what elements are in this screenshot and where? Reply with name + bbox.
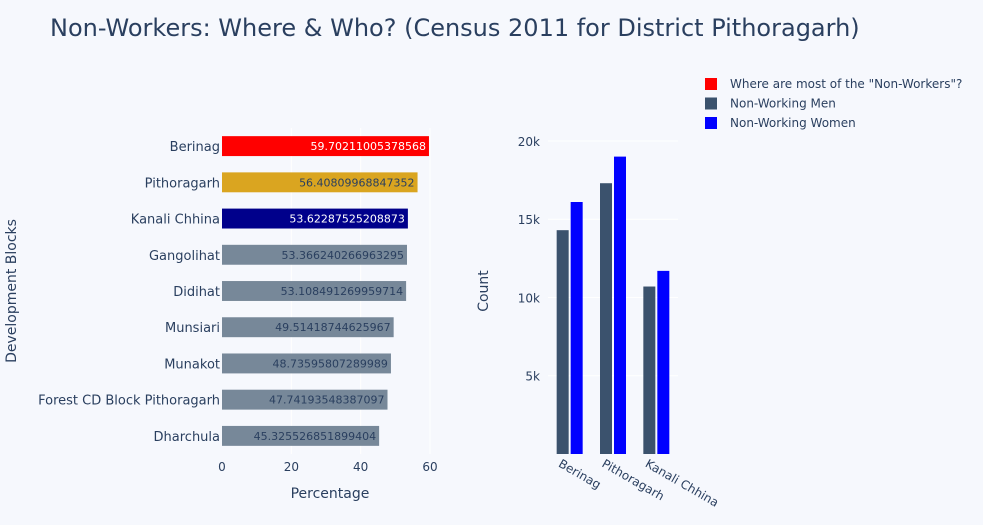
- right-y-axis-title: Count: [476, 270, 492, 312]
- legend-item[interactable]: Non-Working Women: [705, 116, 856, 130]
- category-label: Didihat: [173, 285, 220, 300]
- legend[interactable]: Where are most of the "Non-Workers"? Non-…: [705, 77, 962, 130]
- category-label: Berinag: [170, 140, 220, 155]
- x-category-label: Berinag: [556, 456, 603, 491]
- bar-value-label: 56.40809968847352: [299, 176, 414, 189]
- bar-pithoragarh[interactable]: [222, 172, 418, 193]
- bar-forest-cd-block-pithoragarh[interactable]: [222, 389, 388, 410]
- y-tick-label: 15k: [518, 213, 540, 227]
- men-bar-berinag[interactable]: [556, 230, 569, 454]
- bar-didihat[interactable]: [222, 281, 407, 301]
- bar-value-label: 49.51418744625967: [275, 321, 390, 334]
- bar-gangolihat[interactable]: [222, 244, 408, 265]
- bar-munakot[interactable]: [222, 353, 391, 374]
- category-label: Kanali Chhina: [131, 213, 220, 228]
- bar-value-label: 53.366240266963295: [282, 249, 404, 262]
- legend-label: Non-Working Women: [730, 116, 856, 130]
- category-label: Dharchula: [154, 430, 220, 445]
- y-tick-label: 20k: [518, 135, 540, 149]
- y-tick-label: 10k: [518, 291, 540, 305]
- legend-label: Non-Working Men: [730, 97, 836, 111]
- women-bar-pithoragarh[interactable]: [614, 156, 626, 454]
- x-tick-label: 60: [422, 460, 437, 474]
- x-tick-label: 0: [218, 460, 226, 474]
- bar-value-label: 47.74193548387097: [269, 394, 384, 407]
- category-label: Forest CD Block Pithoragarh: [38, 394, 220, 409]
- bar-kanali-chhina[interactable]: [222, 208, 408, 229]
- left-y-axis-title: Development Blocks: [4, 219, 20, 363]
- legend-item[interactable]: Non-Working Men: [705, 97, 836, 111]
- category-label: Munakot: [164, 357, 220, 372]
- bar-munsiari[interactable]: [222, 317, 394, 338]
- men-bar-pithoragarh[interactable]: [600, 183, 612, 454]
- chart-title: Non-Workers: Where & Who? (Census 2011 f…: [50, 14, 860, 42]
- women-bar-berinag[interactable]: [570, 202, 583, 454]
- bar-value-label: 45.325526851899404: [254, 430, 376, 443]
- legend-swatch: [705, 117, 717, 129]
- bar-value-label: 53.108491269959714: [281, 285, 403, 298]
- category-label: Munsiari: [165, 321, 220, 336]
- x-tick-label: 40: [353, 460, 368, 474]
- legend-swatch: [705, 78, 717, 90]
- women-bar-kanali-chhina[interactable]: [657, 270, 670, 454]
- bar-value-label: 48.73595807289989: [272, 357, 387, 370]
- left-x-axis-title: Percentage: [291, 486, 370, 502]
- bar-value-label: 53.62287525208873: [289, 213, 404, 226]
- left-bar-chart: 59.70211005378568 56.40809968847352 53.622…: [4, 128, 438, 502]
- men-bar-kanali-chhina[interactable]: [643, 286, 656, 454]
- bar-value-label: 59.70211005378568: [310, 140, 425, 153]
- category-label: Gangolihat: [149, 249, 220, 264]
- x-tick-label: 20: [284, 460, 299, 474]
- legend-label: Where are most of the "Non-Workers"?: [730, 77, 962, 91]
- category-label: Pithoragarh: [145, 176, 220, 191]
- bar-berinag[interactable]: [222, 136, 429, 157]
- y-tick-label: 5k: [525, 370, 540, 384]
- legend-item[interactable]: Where are most of the "Non-Workers"?: [705, 77, 962, 91]
- legend-swatch: [705, 97, 717, 110]
- bar-dharchula[interactable]: [222, 425, 380, 446]
